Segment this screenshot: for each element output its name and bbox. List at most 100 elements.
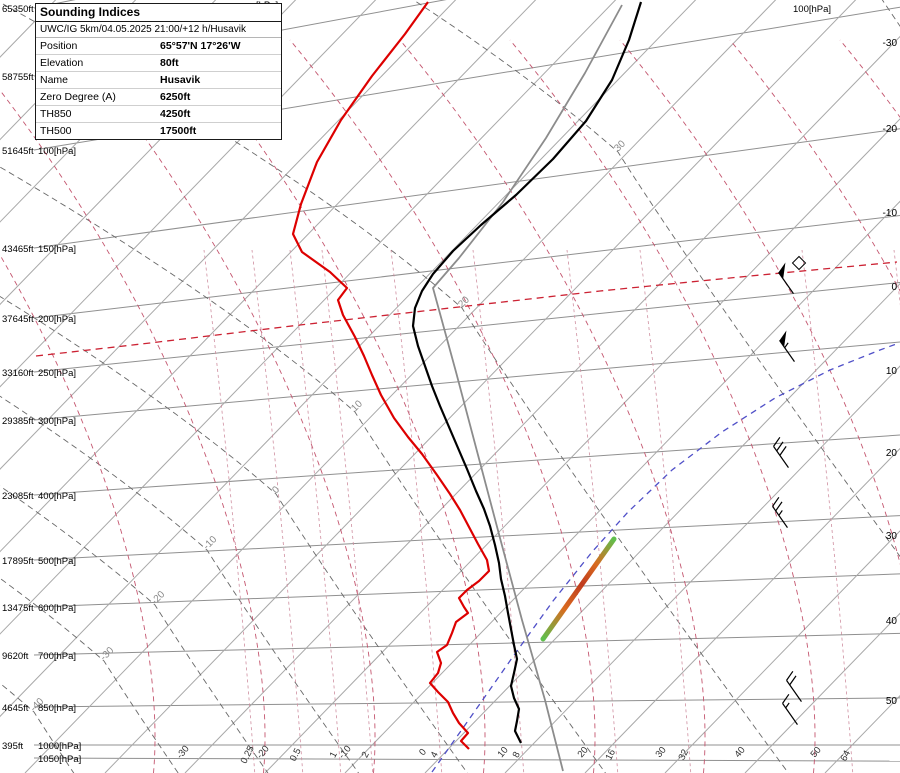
svg-text:50: 50	[886, 696, 898, 707]
index-label: Name	[36, 71, 156, 89]
svg-text:30: 30	[612, 138, 628, 154]
index-value: 4250ft	[156, 105, 281, 123]
wind-barb-icon	[778, 262, 794, 294]
svg-text:10: 10	[886, 366, 898, 377]
svg-text:10: 10	[495, 745, 510, 760]
index-value: 6250ft	[156, 88, 281, 106]
svg-text:400[hPa]: 400[hPa]	[38, 491, 76, 502]
indices-row: TH850 4250ft	[36, 105, 281, 123]
index-label: TH500	[40, 125, 72, 137]
svg-text:37645ft: 37645ft	[2, 314, 34, 325]
saturated-adiabat-lines	[0, 39, 900, 773]
wind-barb-icon	[782, 693, 798, 725]
svg-text:20: 20	[456, 294, 472, 310]
indices-row: TH500 17500ft	[36, 123, 281, 140]
svg-text:2: 2	[360, 750, 372, 760]
svg-text:64: 64	[838, 749, 853, 763]
index-label: Position	[36, 38, 156, 55]
svg-text:4645ft: 4645ft	[2, 703, 29, 714]
svg-text:50: 50	[808, 745, 823, 760]
index-value: 65°57'N 17°26'W	[156, 38, 281, 55]
index-value: Husavik	[156, 71, 281, 89]
svg-text:16: 16	[603, 748, 618, 762]
right-temperature-scale: -30 -20 -10 0 10 20 30 40 50	[883, 38, 898, 707]
svg-text:20: 20	[886, 448, 898, 459]
temperature-curve	[411, 1, 643, 744]
svg-text:17895ft: 17895ft	[2, 556, 34, 567]
svg-text:0: 0	[891, 282, 897, 293]
svg-text:600[hPa]: 600[hPa]	[38, 603, 76, 614]
tropopause-dashed-line	[35, 261, 898, 357]
svg-text:700[hPa]: 700[hPa]	[38, 651, 76, 662]
svg-text:1000[hPa]: 1000[hPa]	[38, 741, 81, 752]
wind-barb-icon	[779, 330, 795, 362]
svg-text:0: 0	[270, 484, 282, 496]
indices-row: Elevation 80ft	[36, 54, 281, 72]
svg-text:33160ft: 33160ft	[2, 368, 34, 379]
svg-text:-10: -10	[883, 208, 898, 219]
wind-barb-icon	[773, 436, 789, 468]
svg-text:-30: -30	[883, 38, 898, 49]
svg-text:23085ft: 23085ft	[2, 491, 34, 502]
svg-text:200[hPa]: 200[hPa]	[38, 314, 76, 325]
svg-text:850[hPa]: 850[hPa]	[38, 703, 76, 714]
svg-text:-30: -30	[98, 645, 116, 663]
indices-row: Position 65°57'N 17°26'W	[36, 38, 281, 55]
svg-text:-20: -20	[883, 124, 898, 135]
mixing-ratio-lines	[203, 249, 900, 773]
isobar-lines	[33, 0, 900, 762]
svg-text:10: 10	[349, 398, 365, 414]
svg-text:0.5: 0.5	[288, 746, 304, 763]
svg-text:100[hPa]: 100[hPa]	[793, 4, 831, 15]
indices-row: Zero Degree (A) 6250ft	[36, 88, 281, 106]
svg-text:29385ft: 29385ft	[2, 416, 34, 427]
indices-row: Name Husavik	[36, 71, 281, 89]
svg-text:58755ft: 58755ft	[2, 72, 34, 83]
svg-text:300[hPa]: 300[hPa]	[38, 416, 76, 427]
bottom-scale-labels: -30 0.25-20 0.5 1-10 2 0 4 10 8 20 16 30 32 40 50 64	[174, 744, 853, 766]
svg-text:250[hPa]: 250[hPa]	[38, 368, 76, 379]
blue-dashed-line	[431, 342, 900, 773]
wind-barbs	[772, 255, 807, 725]
wind-barb-icon	[772, 496, 788, 528]
svg-text:30: 30	[653, 745, 668, 760]
svg-text:395ft: 395ft	[2, 741, 23, 752]
station-diamond-marker-icon	[791, 255, 807, 271]
panel-title: Sounding Indices	[36, 4, 281, 22]
svg-text:13475ft: 13475ft	[2, 603, 34, 614]
svg-text:32: 32	[676, 748, 691, 762]
svg-text:-20: -20	[149, 589, 167, 607]
index-value: 80ft	[156, 54, 281, 72]
index-value: 17500ft	[160, 125, 197, 137]
svg-text:1050[hPa]: 1050[hPa]	[38, 754, 81, 765]
svg-text:65350ft: 65350ft	[2, 4, 34, 15]
index-label: Zero Degree (A)	[36, 88, 156, 106]
svg-text:-10: -10	[201, 534, 219, 552]
svg-text:20: 20	[575, 745, 590, 760]
svg-text:100[hPa]: 100[hPa]	[38, 146, 76, 157]
top-pressure-labels: [hPa]100[hPa]	[256, 0, 831, 15]
svg-text:43465ft: 43465ft	[2, 244, 34, 255]
panel-subtitle: UWC/IG 5km/04.05.2025 21:00/+12 h/Husavi…	[36, 22, 281, 38]
pressure-altitude-labels: 65350ft 58755ft 51645ft 100[hPa] 43465ft 150[…	[2, 4, 81, 765]
wind-barb-icon	[786, 670, 802, 702]
dewpoint-curve	[291, 1, 491, 750]
svg-text:40: 40	[732, 745, 747, 760]
svg-text:51645ft: 51645ft	[2, 146, 34, 157]
svg-text:4: 4	[429, 750, 441, 760]
sounding-indices-panel: Sounding Indices UWC/IG 5km/04.05.2025 2…	[35, 3, 282, 140]
thermal-highlight-segment	[540, 536, 617, 642]
svg-text:0: 0	[417, 747, 429, 758]
index-label: TH850	[36, 105, 156, 123]
parcel-path-line	[432, 4, 623, 772]
svg-text:40: 40	[886, 616, 898, 627]
svg-text:500[hPa]: 500[hPa]	[38, 556, 76, 567]
svg-text:1: 1	[328, 750, 340, 760]
svg-text:8: 8	[511, 750, 523, 760]
indices-table: Position 65°57'N 17°26'W Elevation 80ft Name…	[36, 38, 281, 139]
svg-text:150[hPa]: 150[hPa]	[38, 244, 76, 255]
svg-text:9620ft: 9620ft	[2, 651, 29, 662]
